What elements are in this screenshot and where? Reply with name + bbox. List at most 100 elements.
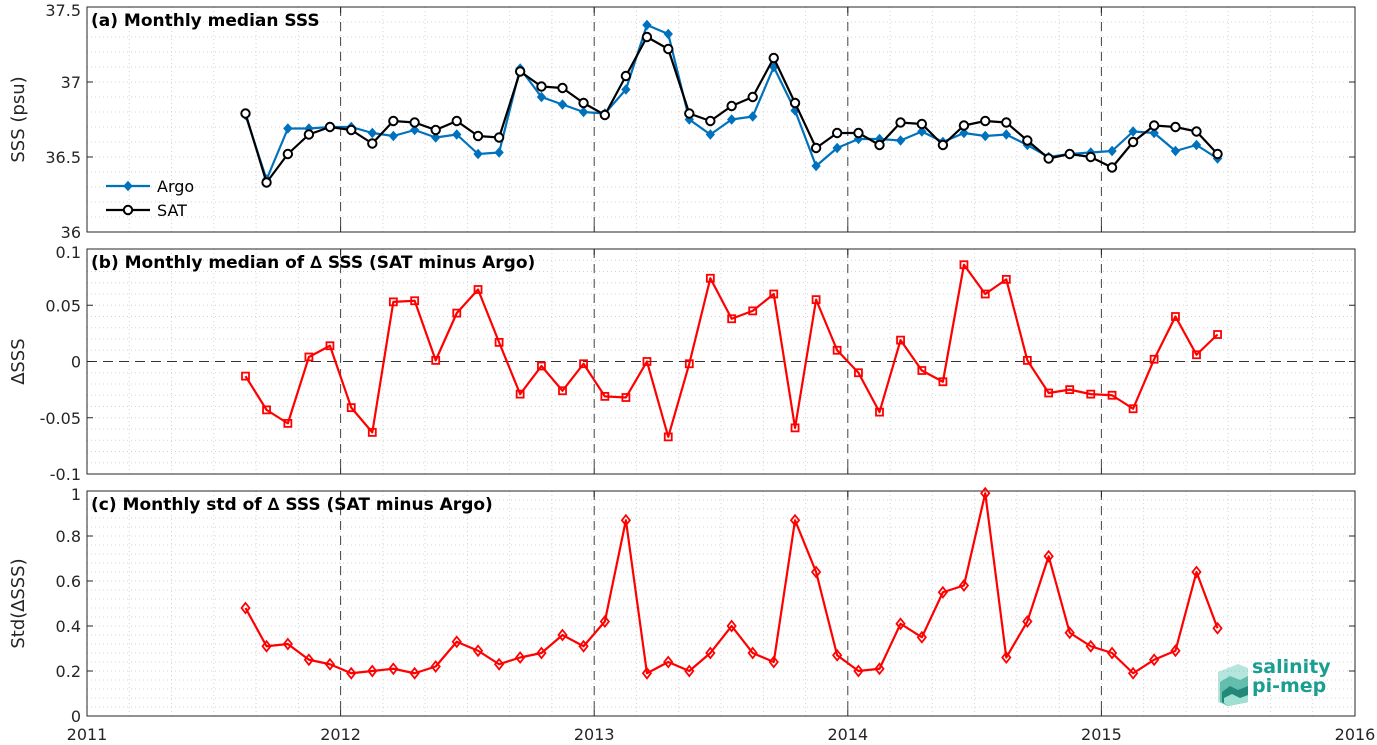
data-point — [452, 308, 462, 318]
data-point — [768, 52, 779, 64]
data-point — [515, 389, 525, 399]
y-tick-label: 37 — [61, 73, 81, 92]
data-point — [621, 393, 631, 402]
data-point — [388, 130, 399, 142]
axes-box — [86, 6, 1356, 233]
legend-label: Argo — [157, 177, 194, 196]
data-point — [790, 423, 800, 433]
data-point — [937, 139, 949, 151]
data-point — [1191, 126, 1202, 137]
data-point — [430, 660, 441, 673]
data-point — [1191, 565, 1202, 579]
y-tick-label: 1 — [71, 485, 81, 504]
data-point — [325, 341, 335, 351]
data-point — [283, 123, 293, 134]
y-tick-label: 0.1 — [56, 243, 81, 262]
data-point — [896, 335, 905, 345]
data-point — [1085, 639, 1096, 653]
data-point — [514, 66, 526, 77]
data-point — [874, 662, 885, 676]
data-point — [1148, 653, 1160, 667]
data-point — [958, 579, 970, 592]
data-point — [1064, 626, 1075, 640]
panel-a-monthly-median-sss: 36 36.5 37 37.5 SSS (psu) (a) Monthly median … — [8, 1, 1356, 242]
data-point — [558, 386, 567, 396]
data-point — [810, 565, 822, 579]
x-tick-label: 2016 — [1335, 725, 1376, 744]
data-point — [1149, 354, 1159, 364]
data-point — [789, 97, 801, 109]
data-point — [451, 635, 462, 649]
data-point — [261, 177, 272, 188]
data-point — [367, 427, 377, 437]
data-point — [324, 121, 336, 133]
data-point — [536, 81, 547, 92]
y-axis-label: ∆SSS — [8, 338, 29, 385]
y-tick-label: 0.4 — [56, 617, 81, 636]
panel-title: (a) Monthly median SSS — [91, 11, 320, 31]
data-point — [1001, 129, 1011, 140]
data-point — [1213, 330, 1222, 339]
y-tick-label: -0.05 — [40, 409, 81, 428]
data-point — [916, 630, 928, 644]
data-point — [367, 664, 378, 678]
logo-line-2: pi-mep — [1252, 675, 1327, 697]
axes-box — [86, 490, 1356, 717]
y-axis-label: Std(∆SSS) — [8, 558, 29, 648]
data-point — [853, 664, 864, 678]
salinity-pi-mep-logo: salinity pi-mep — [1216, 658, 1346, 706]
x-tick-label: 2012 — [320, 725, 361, 744]
data-point — [854, 368, 863, 378]
data-point — [705, 646, 716, 660]
data-point — [832, 142, 842, 154]
data-point — [473, 285, 483, 294]
y-tick-label: -0.1 — [50, 465, 81, 484]
data-point — [1022, 355, 1032, 365]
legend-marker — [122, 204, 134, 216]
data-point — [240, 108, 251, 119]
data-point — [1022, 135, 1033, 146]
data-point — [1001, 117, 1012, 128]
data-point — [409, 117, 420, 128]
x-tick-label: 2015 — [1081, 725, 1122, 744]
data-point — [980, 289, 990, 299]
data-point — [705, 115, 716, 127]
data-point — [663, 655, 674, 669]
data-point — [726, 114, 737, 125]
data-point — [303, 653, 315, 667]
data-point — [367, 127, 377, 139]
data-point — [346, 124, 357, 136]
data-point — [789, 513, 801, 527]
data-point — [705, 129, 716, 140]
data-point — [282, 148, 294, 160]
data-point — [895, 117, 906, 128]
data-point — [599, 615, 611, 628]
data-point — [1171, 312, 1180, 321]
data-point — [578, 97, 589, 109]
data-point — [1107, 390, 1117, 400]
data-point — [641, 31, 653, 43]
data-point — [641, 666, 653, 680]
data-point — [472, 644, 484, 658]
data-point — [684, 359, 694, 369]
data-point — [1128, 404, 1138, 414]
panel-title: (b) Monthly median of ∆ SSS (SAT minus A… — [91, 253, 535, 273]
data-point — [1212, 621, 1223, 635]
data-point — [578, 639, 589, 653]
legend: Argo SAT — [106, 177, 194, 220]
x-tick-label: 2014 — [827, 725, 868, 744]
data-point — [726, 619, 737, 633]
data-point — [600, 391, 610, 401]
data-point — [748, 111, 758, 122]
data-point — [493, 657, 505, 671]
data-point — [493, 132, 505, 143]
x-tick-label: 2013 — [574, 725, 615, 744]
data-point — [620, 513, 632, 527]
data-point — [1022, 615, 1033, 628]
data-point — [705, 273, 715, 283]
data-point — [832, 345, 842, 355]
data-point — [388, 662, 399, 676]
data-point — [620, 70, 632, 82]
y-tick-label: 0.6 — [56, 572, 81, 591]
data-point — [938, 377, 948, 387]
